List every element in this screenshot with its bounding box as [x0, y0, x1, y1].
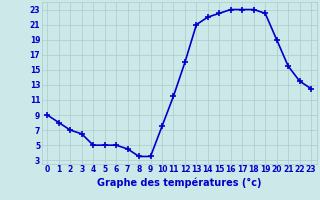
X-axis label: Graphe des températures (°c): Graphe des températures (°c) — [97, 177, 261, 188]
